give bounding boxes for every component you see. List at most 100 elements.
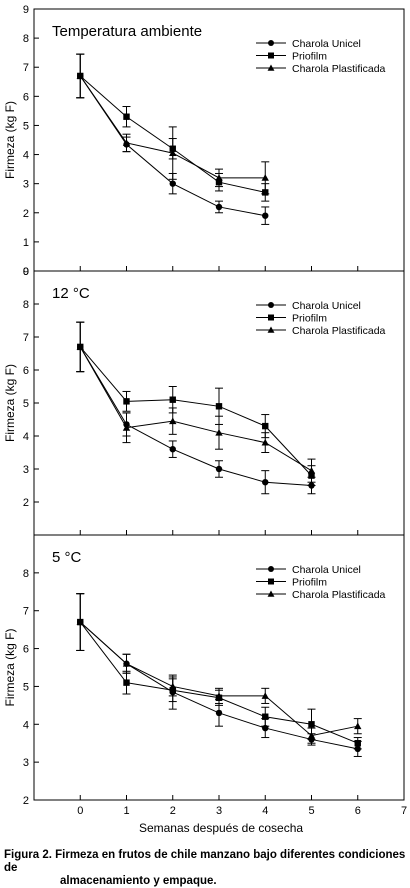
y-axis-label: Firmeza (kg F) (3, 628, 17, 706)
y-tick-label: 3 (23, 179, 29, 191)
marker-circle (169, 446, 176, 453)
chart-panel-2: 2 3 4 5 6 7 8 9 Firmeza (kg F) 12 °C Charola Unice… (3, 266, 405, 536)
y-tick-label: 5 (23, 120, 29, 132)
y-tick-label: 9 (23, 266, 29, 278)
marker-circle (169, 180, 176, 187)
marker-circle (268, 40, 274, 46)
marker-circle (215, 203, 223, 211)
y-tick-label: 4 (23, 431, 29, 443)
x-tick-label: 7 (401, 805, 407, 817)
y-tick-label: 3 (23, 464, 29, 476)
marker-triangle (76, 343, 84, 350)
series-circle (76, 593, 362, 757)
marker-circle (262, 479, 269, 486)
marker-square (268, 578, 274, 585)
x-tick-label: 1 (123, 805, 129, 817)
y-tick-label: 7 (23, 606, 29, 618)
marker-triangle (76, 72, 84, 79)
series-triangle (76, 53, 270, 195)
y-tick-label: 7 (23, 332, 29, 344)
marker-triangle (261, 438, 269, 446)
y-tick-label: 9 (23, 4, 29, 16)
y-axis-label: Firmeza (kg F) (3, 101, 17, 179)
marker-triangle (76, 618, 84, 626)
y-tick-label: 8 (23, 33, 29, 45)
marker-square (123, 113, 130, 120)
marker-triangle (122, 139, 131, 146)
marker-triangle (307, 731, 316, 739)
series-line (79, 621, 358, 750)
y-tick-label: 4 (23, 150, 29, 162)
marker-triangle (261, 174, 269, 181)
y-tick-label: 6 (23, 365, 29, 377)
marker-square (215, 403, 223, 410)
y-tick-label: 1 (23, 237, 29, 249)
series-line (79, 346, 312, 486)
marker-triangle (169, 682, 177, 690)
legend-label: Priofilm (292, 313, 327, 325)
y-tick-label: 8 (23, 299, 29, 311)
legend-label: Charola Unicel (292, 300, 361, 312)
series-line (79, 346, 312, 476)
panel-title: 12 °C (52, 285, 90, 302)
legend-label: Charola Plastificada (292, 589, 386, 601)
figure-caption: Figura 2. Firmeza en frutos de chile man… (4, 849, 408, 888)
marker-triangle (267, 590, 275, 597)
marker-square (268, 52, 274, 59)
x-tick-label: 0 (77, 805, 83, 817)
y-axis-label: Firmeza (kg F) (3, 364, 17, 442)
marker-triangle (261, 692, 269, 699)
legend-label: Charola Plastificada (292, 63, 386, 75)
marker-circle (268, 302, 274, 308)
marker-triangle (122, 660, 131, 667)
marker-circle (215, 709, 223, 717)
series-circle (76, 321, 316, 495)
y-tick-label: 3 (23, 757, 29, 769)
y-tick-label: 6 (23, 644, 29, 656)
series-triangle (76, 593, 362, 744)
legend-label: Priofilm (292, 577, 327, 589)
y-tick-label: 2 (23, 208, 29, 220)
marker-square (123, 398, 130, 405)
marker-triangle (215, 174, 223, 181)
marker-triangle (215, 429, 223, 436)
x-tick-label: 6 (355, 805, 361, 817)
marker-triangle (354, 722, 362, 730)
series-triangle (76, 321, 316, 483)
marker-triangle (215, 692, 223, 699)
marker-square (354, 740, 361, 747)
x-tick-label: 4 (262, 805, 268, 817)
y-tick-label: 6 (23, 91, 29, 103)
marker-triangle (122, 424, 131, 431)
marker-circle (215, 465, 223, 473)
y-tick-label: 2 (23, 497, 29, 509)
y-tick-label: 0 (23, 266, 29, 278)
y-tick-label: 7 (23, 62, 29, 74)
x-tick-label: 3 (216, 805, 222, 817)
x-axis-label: Semanas después de cosecha (139, 821, 303, 835)
legend-label: Priofilm (292, 51, 327, 63)
marker-square (123, 679, 130, 686)
panel-title: Temperatura ambiente (52, 23, 202, 40)
series-line (79, 346, 312, 472)
y-tick-label: 8 (23, 568, 29, 580)
series-square (76, 321, 316, 486)
y-tick-label: 2 (23, 795, 29, 807)
marker-triangle (169, 149, 177, 157)
marker-triangle (267, 64, 275, 71)
panel-title: 5 °C (52, 549, 82, 566)
marker-square (308, 721, 315, 728)
legend-label: Charola Unicel (292, 564, 361, 576)
x-tick-label: 5 (308, 805, 314, 817)
marker-circle (268, 566, 274, 572)
marker-square (268, 314, 274, 321)
marker-square (262, 422, 269, 430)
y-tick-label: 5 (23, 681, 29, 693)
chart-panel-3: 2 3 4 5 6 7 8 0 1 2 3 4 5 6 7 Firmeza (kg F) Semanas des… (3, 534, 407, 835)
legend-label: Charola Unicel (292, 38, 361, 50)
marker-triangle (267, 326, 275, 333)
